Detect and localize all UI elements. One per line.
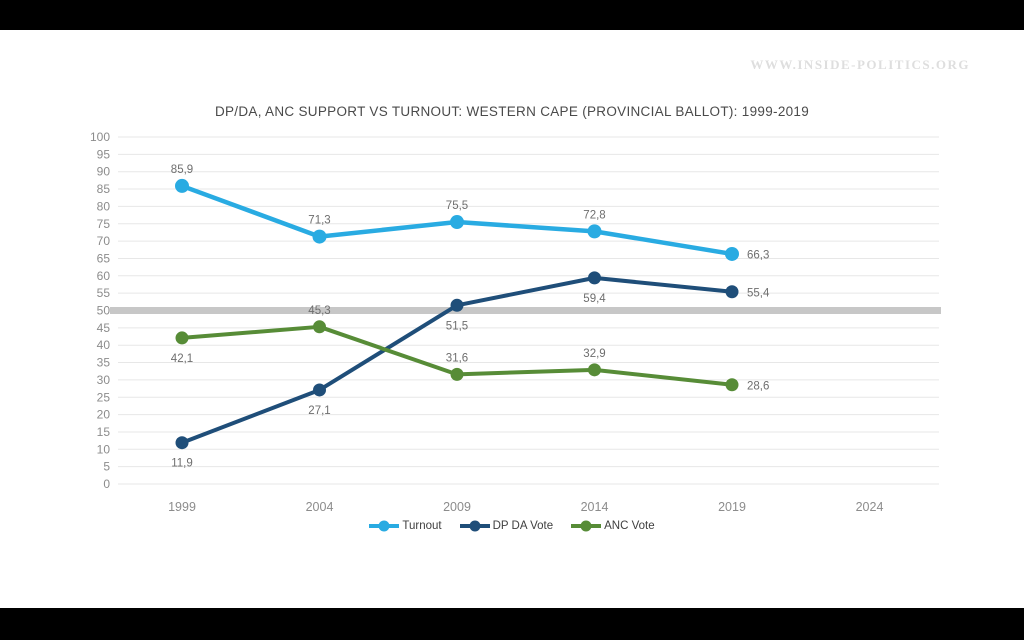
- data-label-turnout-2019: 66,3: [747, 249, 769, 261]
- data-label-dp-da-vote-2009: 51,5: [446, 320, 468, 332]
- data-label-anc-vote-2009: 31,6: [446, 352, 468, 364]
- y-axis-tick-label-25: 25: [97, 390, 111, 404]
- legend-item-dp-da-vote: DP DA Vote: [459, 520, 554, 532]
- data-point-dp-da-vote-2009: [450, 298, 464, 312]
- data-label-turnout-2004: 71,3: [308, 215, 330, 227]
- data-label-anc-vote-2014: 32,9: [583, 348, 605, 360]
- data-label-anc-vote-2019: 28,6: [747, 380, 769, 392]
- y-axis-tick-label-55: 55: [97, 286, 111, 300]
- data-point-anc-vote-2009: [450, 367, 464, 381]
- chart-legend: Turnout DP DA Vote ANC Vote: [0, 520, 1024, 532]
- y-axis-tick-label-5: 5: [103, 460, 110, 474]
- legend-item-anc-vote: ANC Vote: [571, 520, 655, 532]
- data-point-anc-vote-1999: [175, 331, 189, 345]
- data-point-turnout-2009: [450, 215, 464, 230]
- y-axis-tick-label-50: 50: [97, 304, 111, 318]
- y-axis-tick-label-10: 10: [97, 442, 111, 456]
- data-point-dp-da-vote-1999: [175, 436, 189, 450]
- legend-label-turnout: Turnout: [402, 520, 442, 532]
- data-label-turnout-2009: 75,5: [446, 200, 468, 212]
- data-label-anc-vote-1999: 42,1: [171, 353, 193, 365]
- y-axis-tick-label-65: 65: [97, 251, 111, 265]
- y-axis-tick-label-0: 0: [103, 477, 110, 491]
- chart-title: DP/DA, ANC SUPPORT VS TURNOUT: WESTERN C…: [214, 104, 810, 119]
- data-point-turnout-1999: [175, 178, 189, 193]
- data-label-anc-vote-2004: 45,3: [308, 305, 330, 317]
- data-label-dp-da-vote-2004: 27,1: [308, 405, 330, 417]
- legend-marker-icon-anc-vote: [571, 520, 602, 532]
- x-axis-tick-label-2009: 2009: [443, 500, 471, 514]
- y-axis-tick-label-20: 20: [97, 408, 111, 422]
- data-label-turnout-1999: 85,9: [171, 164, 193, 176]
- x-axis-tick-label-2004: 2004: [306, 500, 334, 514]
- x-axis-tick-label-1999: 1999: [168, 500, 196, 514]
- watermark-text: WWW.INSIDE-POLITICS.ORG: [750, 57, 970, 72]
- y-axis-tick-label-60: 60: [97, 269, 111, 283]
- y-axis-tick-label-85: 85: [97, 182, 111, 196]
- data-point-turnout-2004: [312, 229, 327, 244]
- legend-label-dp-da-vote: DP DA Vote: [492, 520, 554, 532]
- legend-marker-icon-turnout: [369, 520, 400, 532]
- y-axis-tick-label-75: 75: [97, 217, 111, 231]
- data-label-dp-da-vote-1999: 11,9: [171, 458, 193, 470]
- legend-label-anc-vote: ANC Vote: [604, 520, 655, 532]
- legend-marker-icon-dp-da-vote: [459, 520, 490, 532]
- chart-panel: [0, 30, 1024, 608]
- y-axis-tick-label-45: 45: [97, 321, 111, 335]
- x-axis-tick-label-2024: 2024: [856, 500, 884, 514]
- y-axis-tick-label-100: 100: [90, 130, 110, 144]
- data-label-turnout-2014: 72,8: [583, 209, 605, 221]
- data-point-dp-da-vote-2019: [725, 285, 739, 299]
- legend-item-turnout: Turnout: [369, 520, 442, 532]
- x-axis-tick-label-2014: 2014: [581, 500, 609, 514]
- data-point-anc-vote-2014: [588, 363, 601, 377]
- y-axis-tick-label-95: 95: [97, 147, 111, 161]
- data-point-dp-da-vote-2004: [313, 383, 326, 397]
- y-axis-tick-label-40: 40: [97, 338, 111, 352]
- data-label-dp-da-vote-2014: 59,4: [583, 293, 606, 305]
- data-point-turnout-2014: [587, 224, 602, 239]
- data-point-turnout-2019: [725, 246, 739, 261]
- y-axis-tick-label-90: 90: [97, 165, 111, 179]
- y-axis-tick-label-70: 70: [97, 234, 111, 248]
- x-axis-tick-label-2019: 2019: [718, 500, 746, 514]
- y-axis-tick-label-80: 80: [97, 199, 111, 213]
- y-axis-tick-label-15: 15: [97, 425, 111, 439]
- data-point-dp-da-vote-2014: [588, 271, 601, 285]
- y-axis-tick-label-35: 35: [97, 356, 111, 370]
- data-point-anc-vote-2004: [313, 320, 326, 334]
- data-point-anc-vote-2019: [725, 378, 739, 392]
- y-axis-tick-label-30: 30: [97, 373, 111, 387]
- data-label-dp-da-vote-2019: 55,4: [747, 287, 770, 299]
